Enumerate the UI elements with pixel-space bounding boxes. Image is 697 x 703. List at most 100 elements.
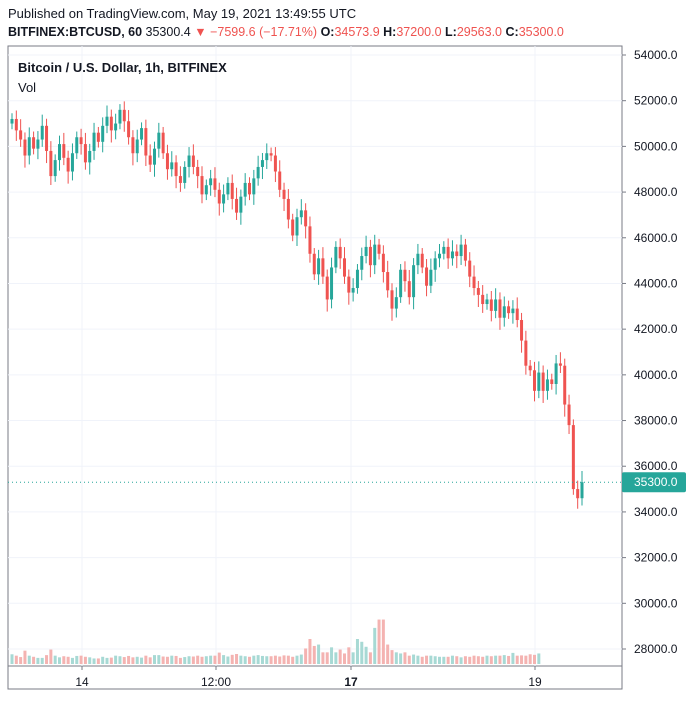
- y-tick-label: 54000.0: [634, 48, 678, 62]
- volume-bar: [489, 656, 493, 664]
- x-tick-label: 19: [528, 675, 542, 689]
- candle-body: [407, 281, 411, 298]
- candle-body: [114, 123, 118, 131]
- volume-bar: [420, 656, 424, 664]
- volume-bar: [165, 656, 169, 664]
- candle-body: [580, 482, 584, 499]
- candle-body: [157, 132, 161, 149]
- volume-bar: [498, 655, 502, 664]
- volume-bar: [248, 656, 251, 664]
- candle-body: [92, 132, 96, 151]
- volume-bar: [524, 655, 528, 664]
- volume-bar: [14, 655, 18, 664]
- candle-body: [235, 198, 239, 213]
- volume-bar: [243, 656, 247, 664]
- candle-body: [308, 226, 312, 254]
- low-value: 29563.0: [456, 25, 503, 39]
- candle-body: [230, 182, 234, 199]
- volume-bar: [217, 652, 221, 664]
- candle-body: [550, 379, 554, 384]
- candle-body: [40, 125, 44, 140]
- candle-body: [360, 256, 364, 270]
- volume-bar: [507, 655, 511, 664]
- candle-body: [317, 258, 321, 275]
- volume-bar: [131, 657, 135, 664]
- candle-body: [161, 132, 165, 154]
- y-tick-label: 44000.0: [634, 276, 678, 290]
- volume-bar: [317, 644, 321, 664]
- volume-bar: [187, 656, 191, 664]
- volume-bar: [334, 652, 338, 664]
- y-tick-label: 50000.0: [634, 139, 678, 153]
- candle-body: [62, 144, 66, 158]
- volume-bar: [40, 657, 44, 664]
- candle-body: [70, 153, 74, 172]
- volume-bar: [416, 655, 420, 664]
- candle-body: [515, 308, 519, 321]
- volume-bar: [23, 650, 27, 664]
- candle-body: [373, 244, 377, 266]
- candle-body: [567, 404, 571, 426]
- volume-bar: [286, 655, 290, 664]
- volume-bar: [381, 619, 385, 664]
- candle-body: [368, 246, 372, 266]
- volume-bar: [351, 652, 355, 664]
- volume-bar: [96, 658, 100, 664]
- candle-body: [394, 297, 398, 309]
- volume-bar: [105, 657, 109, 664]
- volume-bar: [520, 655, 524, 664]
- symbol-bar: BITFINEX:BTCUSD, 60 35300.4 ▼ −7599.6 (−…: [8, 25, 564, 39]
- last-price: 35300.4: [145, 25, 191, 39]
- close-value: 35300.0: [518, 25, 564, 39]
- candle-body: [533, 370, 536, 391]
- candle-body: [450, 251, 454, 259]
- candle-body: [571, 425, 575, 490]
- volume-bar: [494, 655, 498, 664]
- volume-bar: [140, 657, 144, 664]
- volume-bar: [92, 658, 96, 664]
- volume-bar: [45, 655, 49, 664]
- volume-bar: [433, 656, 437, 664]
- candle-body: [36, 139, 40, 149]
- candle-body: [144, 128, 148, 156]
- candle-body: [131, 137, 135, 154]
- volume-bar: [278, 656, 282, 664]
- candle-body: [442, 246, 446, 254]
- candle-body: [576, 489, 580, 499]
- candle-body: [399, 269, 403, 298]
- candle-body: [343, 258, 346, 277]
- volume-bar: [256, 655, 260, 664]
- candle-body: [187, 155, 191, 167]
- candle-body: [485, 299, 489, 305]
- candle-body: [127, 121, 131, 138]
- candle-body: [209, 178, 213, 186]
- symbol-name[interactable]: BITFINEX:BTCUSD, 60: [8, 25, 143, 39]
- volume-bar: [209, 655, 213, 664]
- volume-bar: [450, 655, 454, 664]
- volume-bar: [476, 656, 480, 664]
- volume-bar: [330, 647, 334, 664]
- volume-bar: [53, 655, 57, 664]
- candle-body: [299, 210, 303, 218]
- candle-body: [135, 139, 139, 154]
- volume-bar: [118, 656, 122, 664]
- candle-body: [204, 185, 208, 195]
- volume-bar: [312, 645, 316, 664]
- volume-bar: [196, 655, 200, 664]
- volume-bar: [429, 655, 433, 664]
- current-price-label: 35300.0: [634, 475, 678, 489]
- candle-body: [269, 153, 273, 156]
- x-tick-label: 17: [344, 675, 358, 689]
- candle-body: [468, 260, 472, 277]
- candle-body: [148, 155, 152, 165]
- volume-bar: [273, 655, 277, 664]
- candle-body: [165, 153, 169, 170]
- volume-bar: [368, 652, 372, 664]
- volume-bar: [468, 656, 472, 664]
- volume-bar: [390, 650, 394, 664]
- candle-body: [45, 125, 49, 151]
- volume-bar: [66, 656, 70, 664]
- low-label: L:: [445, 25, 457, 39]
- candle-body: [239, 196, 243, 213]
